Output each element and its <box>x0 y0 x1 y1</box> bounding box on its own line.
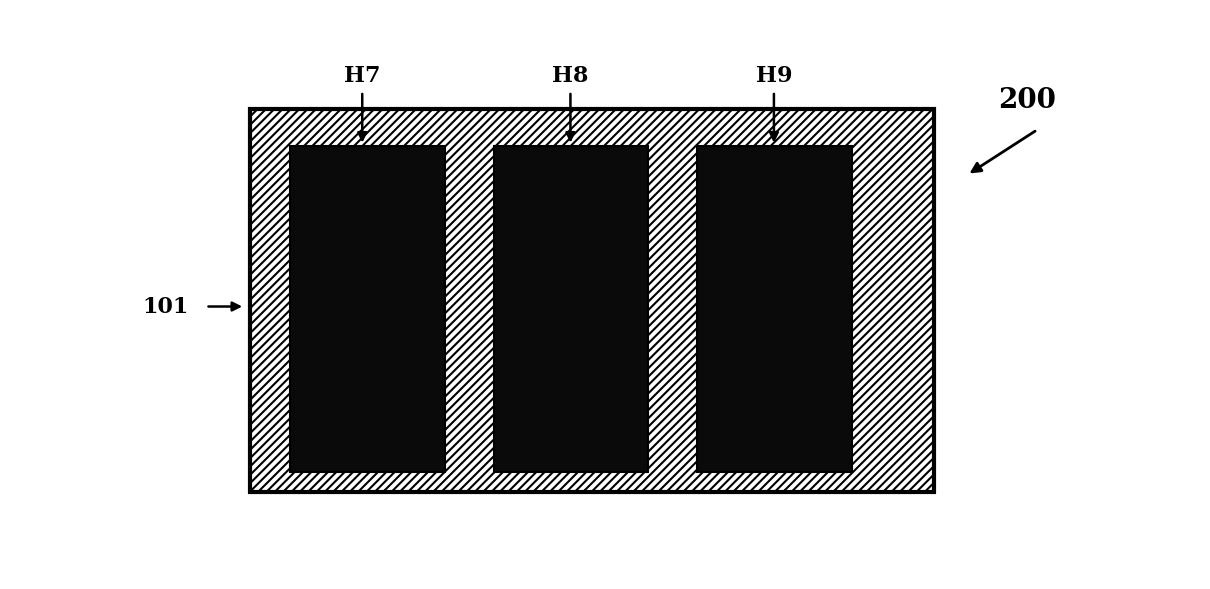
Text: 200: 200 <box>998 87 1056 114</box>
Bar <box>697 145 852 472</box>
Text: H7: H7 <box>344 65 380 87</box>
Text: H8: H8 <box>552 65 589 87</box>
Text: H9: H9 <box>756 65 793 87</box>
Text: 101: 101 <box>143 296 189 317</box>
Bar <box>290 145 445 472</box>
Bar <box>494 145 649 472</box>
Bar <box>249 109 934 492</box>
